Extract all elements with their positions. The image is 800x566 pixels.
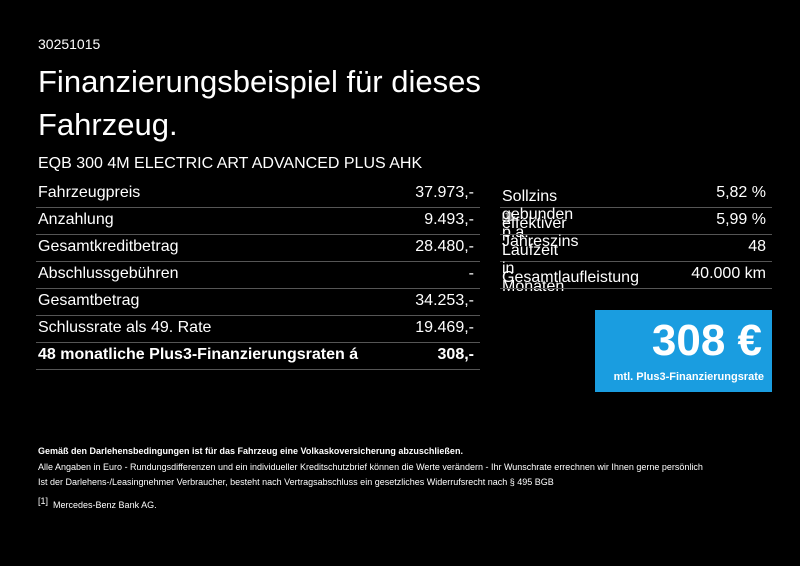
row-label: Gesamtbetrag [38, 292, 140, 309]
row-value: 5,99 % [716, 211, 766, 228]
row-label: Laufzeit in Monaten [502, 242, 565, 295]
row-label: Sollzins gebunden p.a. [502, 188, 574, 241]
row-label: Abschlussgebühren [38, 265, 179, 282]
row-value: 34.253,- [415, 292, 474, 309]
table-row: Laufzeit in Monaten 48 [500, 234, 772, 295]
footnote-marker: [1] [38, 496, 49, 506]
table-row: Abschlussgebühren - [36, 261, 480, 289]
rate-amount: 308 € [651, 316, 762, 365]
table-row: 48 monatliche Plus3-Finanzierungsraten á… [36, 342, 480, 370]
table-row: Sollzins gebunden p.a. 5,82 % [500, 180, 772, 241]
note-line: Ist der Darlehens-/Leasingnehmer Verbrau… [38, 477, 554, 487]
table-row: Schlussrate als 49. Rate 19.469,- [36, 315, 480, 343]
row-label: Schlussrate als 49. Rate [38, 319, 212, 336]
row-value: 19.469,- [415, 319, 474, 336]
table-row: Anzahlung 9.493,- [36, 207, 480, 235]
table-row: Gesamtbetrag 34.253,- [36, 288, 480, 316]
note-line: Alle Angaben in Euro - Rundungsdifferenz… [38, 462, 703, 472]
row-label: Gesamtlaufleistung [502, 269, 639, 286]
row-value: 28.480,- [415, 238, 474, 255]
row-label: effektiver Jahreszins [502, 215, 579, 250]
vehicle-id: 30251015 [38, 36, 101, 52]
row-label-wrap: effektiver Jahreszins [1] [502, 211, 578, 250]
table-row: Gesamtkreditbetrag 28.480,- [36, 234, 480, 262]
row-label: 48 monatliche Plus3-Finanzierungsraten á [38, 346, 359, 363]
rate-caption: mtl. Plus3-Finanzierungsrate [613, 371, 764, 383]
footnote-text: Mercedes-Benz Bank AG. [53, 500, 157, 510]
title: Finanzierungsbeispiel für dieses Fahrzeu… [38, 64, 481, 142]
row-value: 48 [748, 238, 766, 255]
row-value: 9.493,- [424, 211, 474, 228]
table-row: effektiver Jahreszins [1] 5,99 % [500, 207, 772, 250]
row-note: [1] [502, 211, 513, 221]
table-row: Fahrzeugpreis 37.973,- [36, 180, 480, 208]
row-label: Fahrzeugpreis [38, 184, 141, 201]
rate-box: 308 € mtl. Plus3-Finanzierungsrate [595, 310, 772, 392]
row-value: 308,- [437, 346, 474, 363]
table-row: Gesamtlaufleistung 40.000 km [500, 261, 772, 289]
row-value: 37.973,- [415, 184, 474, 201]
row-value: - [468, 265, 474, 282]
row-label: Gesamtkreditbetrag [38, 238, 179, 255]
row-value: 5,82 % [716, 184, 766, 201]
model: EQB 300 4M ELECTRIC ART ADVANCED PLUS AH… [38, 155, 423, 172]
footnote: [1] Mercedes-Benz Bank AG. [38, 496, 157, 510]
row-label: Anzahlung [38, 211, 114, 228]
row-value: 40.000 km [691, 265, 766, 282]
insurance-note: Gemäß den Darlehensbedingungen ist für d… [38, 446, 463, 456]
